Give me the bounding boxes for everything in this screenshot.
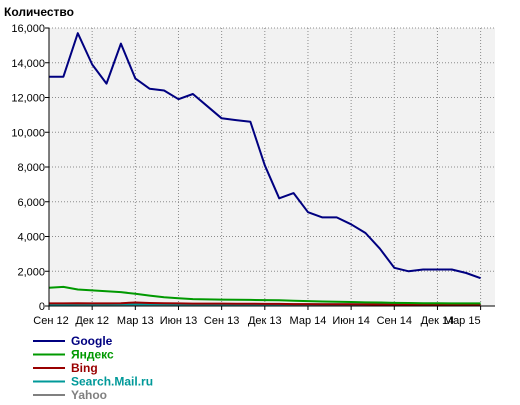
x-tick-label: Мар 14 <box>290 315 327 327</box>
x-tick-label: Мар 13 <box>117 315 154 327</box>
series-line-google <box>49 32 481 280</box>
axes <box>45 27 495 310</box>
legend-label: Google <box>71 334 113 348</box>
x-tick-label: Мар 15 <box>444 315 481 327</box>
legend-label: Bing <box>71 361 98 375</box>
y-tick-labels: 0 2,000 4,000 6,000 8,000 10,000 12,000 14,000 1… <box>11 23 45 313</box>
x-tick-label: Июн 13 <box>160 315 198 327</box>
series-line-яндекс <box>48 285 481 305</box>
y-tick-label: 0 <box>39 301 45 313</box>
x-tick-label: Дек 12 <box>75 315 109 327</box>
y-tick-label: 4,000 <box>17 232 45 244</box>
x-tick-label: Сен 14 <box>377 315 412 327</box>
x-tick-labels: Сен 12 Дек 12 Мар 13 Июн 13 Сен 13 Дек 13 Мар … <box>33 315 480 327</box>
legend-label: Search.Mail.ru <box>71 375 153 389</box>
legend-label: Яндекс <box>71 348 114 362</box>
y-tick-label: 16,000 <box>11 23 45 35</box>
y-axis-title: Количество <box>4 5 74 19</box>
x-tick-label: Сен 12 <box>33 315 68 327</box>
y-tick-label: 2,000 <box>17 266 45 278</box>
y-tick-label: 14,000 <box>11 58 45 70</box>
legend-label: Yahoo <box>71 388 107 402</box>
y-tick-label: 12,000 <box>11 93 45 105</box>
x-tick-label: Июн 14 <box>332 315 370 327</box>
y-tick-label: 10,000 <box>11 127 45 139</box>
x-tick-label: Сен 13 <box>204 315 239 327</box>
grid <box>49 27 495 306</box>
x-tick-label: Дек 14 <box>421 315 455 327</box>
series-line-bing <box>49 301 481 306</box>
y-tick-label: 6,000 <box>17 197 45 209</box>
x-tick-label: Дек 13 <box>248 315 282 327</box>
y-tick-label: 8,000 <box>17 162 45 174</box>
